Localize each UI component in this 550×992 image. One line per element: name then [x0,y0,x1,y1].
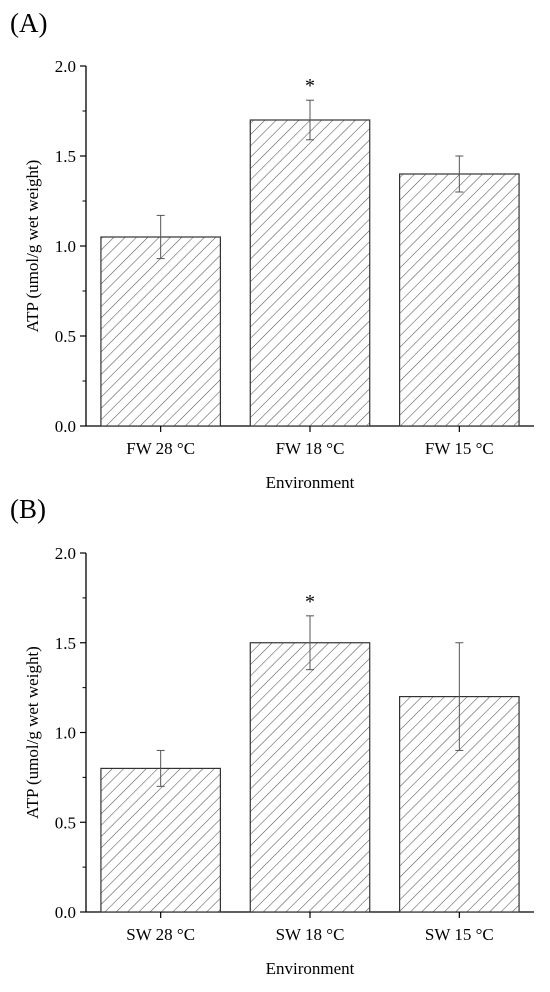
chart-a-svg: 0.0 0.5 1.0 1.5 2.0 FW 28 °C * FW 18 °C FW 15 °C… [23,57,534,492]
y-tick-label: 1.0 [55,237,76,256]
y-tick-label: 2.0 [55,544,76,563]
x-tick-label: FW 15 °C [425,439,494,458]
bar [100,236,222,427]
y-tick-label: 0.5 [55,327,76,346]
bar [100,767,222,913]
panel-label-a: (A) [10,8,48,38]
chart-b-svg: 0.0 0.5 1.0 1.5 2.0 SW 28 °C * SW 18 °C SW 15 °C… [23,544,534,978]
y-tick-label: 0.5 [55,813,76,832]
y-tick-label: 1.5 [55,634,76,653]
y-tick-label: 2.0 [55,57,76,76]
y-axis-label: ATP (umol/g wet weight) [23,160,42,333]
chart-panel-a: (A) 0.0 0.5 1.0 1.5 2.0 FW 28 °C * FW 18 °C FW 1… [10,8,534,492]
significance-marker: * [305,591,315,613]
chart-panel-b: (B) 0.0 0.5 1.0 1.5 2.0 SW 28 °C * SW 18 °C SW 1… [0,496,550,992]
x-tick-label: FW 28 °C [126,439,195,458]
y-tick-label: 1.0 [55,724,76,743]
bar [249,119,371,427]
x-axis-label: Environment [266,959,355,978]
x-tick-label: SW 18 °C [276,925,345,944]
x-tick-label: SW 15 °C [425,925,494,944]
y-tick-label: 1.5 [55,147,76,166]
x-tick-label: SW 28 °C [126,925,195,944]
bar [249,642,371,913]
x-tick-label: FW 18 °C [276,439,345,458]
y-tick-label: 0.0 [55,903,76,922]
y-axis-label: ATP (umol/g wet weight) [23,646,42,819]
bar [399,173,520,427]
panel-label-b: (B) [10,494,46,524]
x-axis-label: Environment [266,473,355,492]
y-tick-label: 0.0 [55,417,76,436]
significance-marker: * [305,75,315,97]
